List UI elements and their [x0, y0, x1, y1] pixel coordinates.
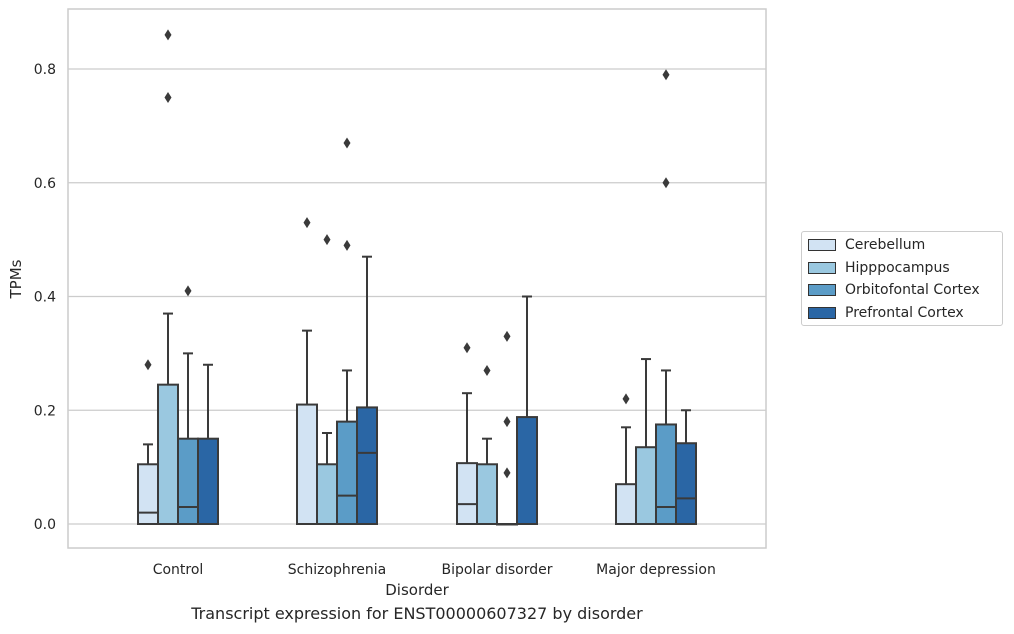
outlier-point	[463, 342, 471, 354]
outlier-point	[164, 29, 172, 41]
legend-label-cerebellum: Cerebellum	[845, 237, 926, 253]
y-tick-label: 0.4	[34, 290, 56, 306]
box-body	[197, 437, 219, 525]
box-group	[356, 255, 378, 525]
box-group	[675, 409, 697, 525]
outlier-point	[184, 285, 192, 297]
box-group	[615, 393, 637, 525]
outlier-point	[343, 239, 351, 251]
box-group	[197, 363, 219, 525]
box-body	[456, 462, 478, 525]
outlier-point	[503, 467, 511, 479]
legend-label-prefrontal-cortex: Prefrontal Cortex	[845, 305, 964, 321]
box-group	[496, 330, 518, 526]
box-group	[296, 217, 318, 525]
box-group	[157, 29, 179, 525]
box-body	[296, 403, 318, 525]
y-tick-label: 0.2	[34, 403, 56, 419]
outlier-point	[343, 137, 351, 149]
legend-swatch-prefrontal-cortex	[808, 307, 836, 319]
box-body	[615, 483, 637, 525]
outlier-point	[144, 359, 152, 371]
box-body	[675, 442, 697, 525]
y-axis-ticks: 0.0 0.2 0.4 0.6 0.8	[34, 62, 56, 533]
box-body	[635, 446, 657, 525]
y-tick-label: 0.0	[34, 517, 56, 533]
box-body	[476, 463, 498, 525]
box-body	[336, 420, 358, 525]
legend-item-cerebellum: Cerebellum	[808, 235, 925, 255]
outlier-point	[622, 393, 630, 405]
box-plot-marks	[137, 29, 697, 526]
outlier-point	[503, 416, 511, 428]
box-body	[316, 463, 338, 525]
box-group	[476, 364, 498, 525]
legend-swatch-hippocampus	[808, 262, 836, 274]
box-group	[635, 358, 657, 525]
box-group	[336, 137, 358, 525]
box-body	[655, 423, 677, 525]
x-tick-label: Control	[153, 562, 204, 578]
legend: Cerebellum Hipppocampus Orbitofontal Cor…	[801, 231, 1003, 326]
y-tick-label: 0.8	[34, 62, 56, 78]
x-axis-title: Disorder	[385, 581, 449, 599]
x-tick-label: Schizophrenia	[288, 562, 386, 578]
legend-swatch-orbitofrontal-cortex	[808, 284, 836, 296]
box-group	[177, 285, 199, 525]
x-axis-ticks: Control Schizophrenia Bipolar disorder Majo…	[153, 562, 716, 578]
x-tick-label: Major depression	[596, 562, 716, 578]
plot-frame	[67, 8, 767, 549]
legend-label-orbitofrontal-cortex: Orbitofontal Cortex	[845, 282, 980, 298]
outlier-point	[662, 69, 670, 81]
x-tick-label: Bipolar disorder	[441, 562, 552, 578]
box-body	[516, 416, 538, 526]
box-group	[516, 295, 538, 526]
box-body	[356, 406, 378, 525]
legend-swatch-cerebellum	[808, 239, 836, 251]
box-group	[137, 359, 159, 525]
outlier-point	[483, 364, 491, 376]
legend-item-prefrontal-cortex: Prefrontal Cortex	[808, 303, 964, 323]
legend-item-hippocampus: Hipppocampus	[808, 258, 950, 278]
outlier-point	[164, 91, 172, 103]
box-body	[137, 463, 159, 525]
box-group	[316, 234, 338, 525]
outlier-point	[662, 177, 670, 189]
legend-label-hippocampus: Hipppocampus	[845, 260, 950, 276]
box-body	[157, 383, 179, 525]
y-tick-label: 0.6	[34, 176, 56, 192]
figure-caption: Transcript expression for ENST0000060732…	[191, 604, 643, 623]
box-group	[456, 342, 478, 525]
outlier-point	[503, 330, 511, 342]
box-body	[177, 437, 199, 525]
outlier-point	[303, 217, 311, 229]
legend-item-orbitofrontal-cortex: Orbitofontal Cortex	[808, 280, 980, 300]
outlier-point	[323, 234, 331, 246]
y-axis-title: TPMs	[7, 259, 25, 299]
